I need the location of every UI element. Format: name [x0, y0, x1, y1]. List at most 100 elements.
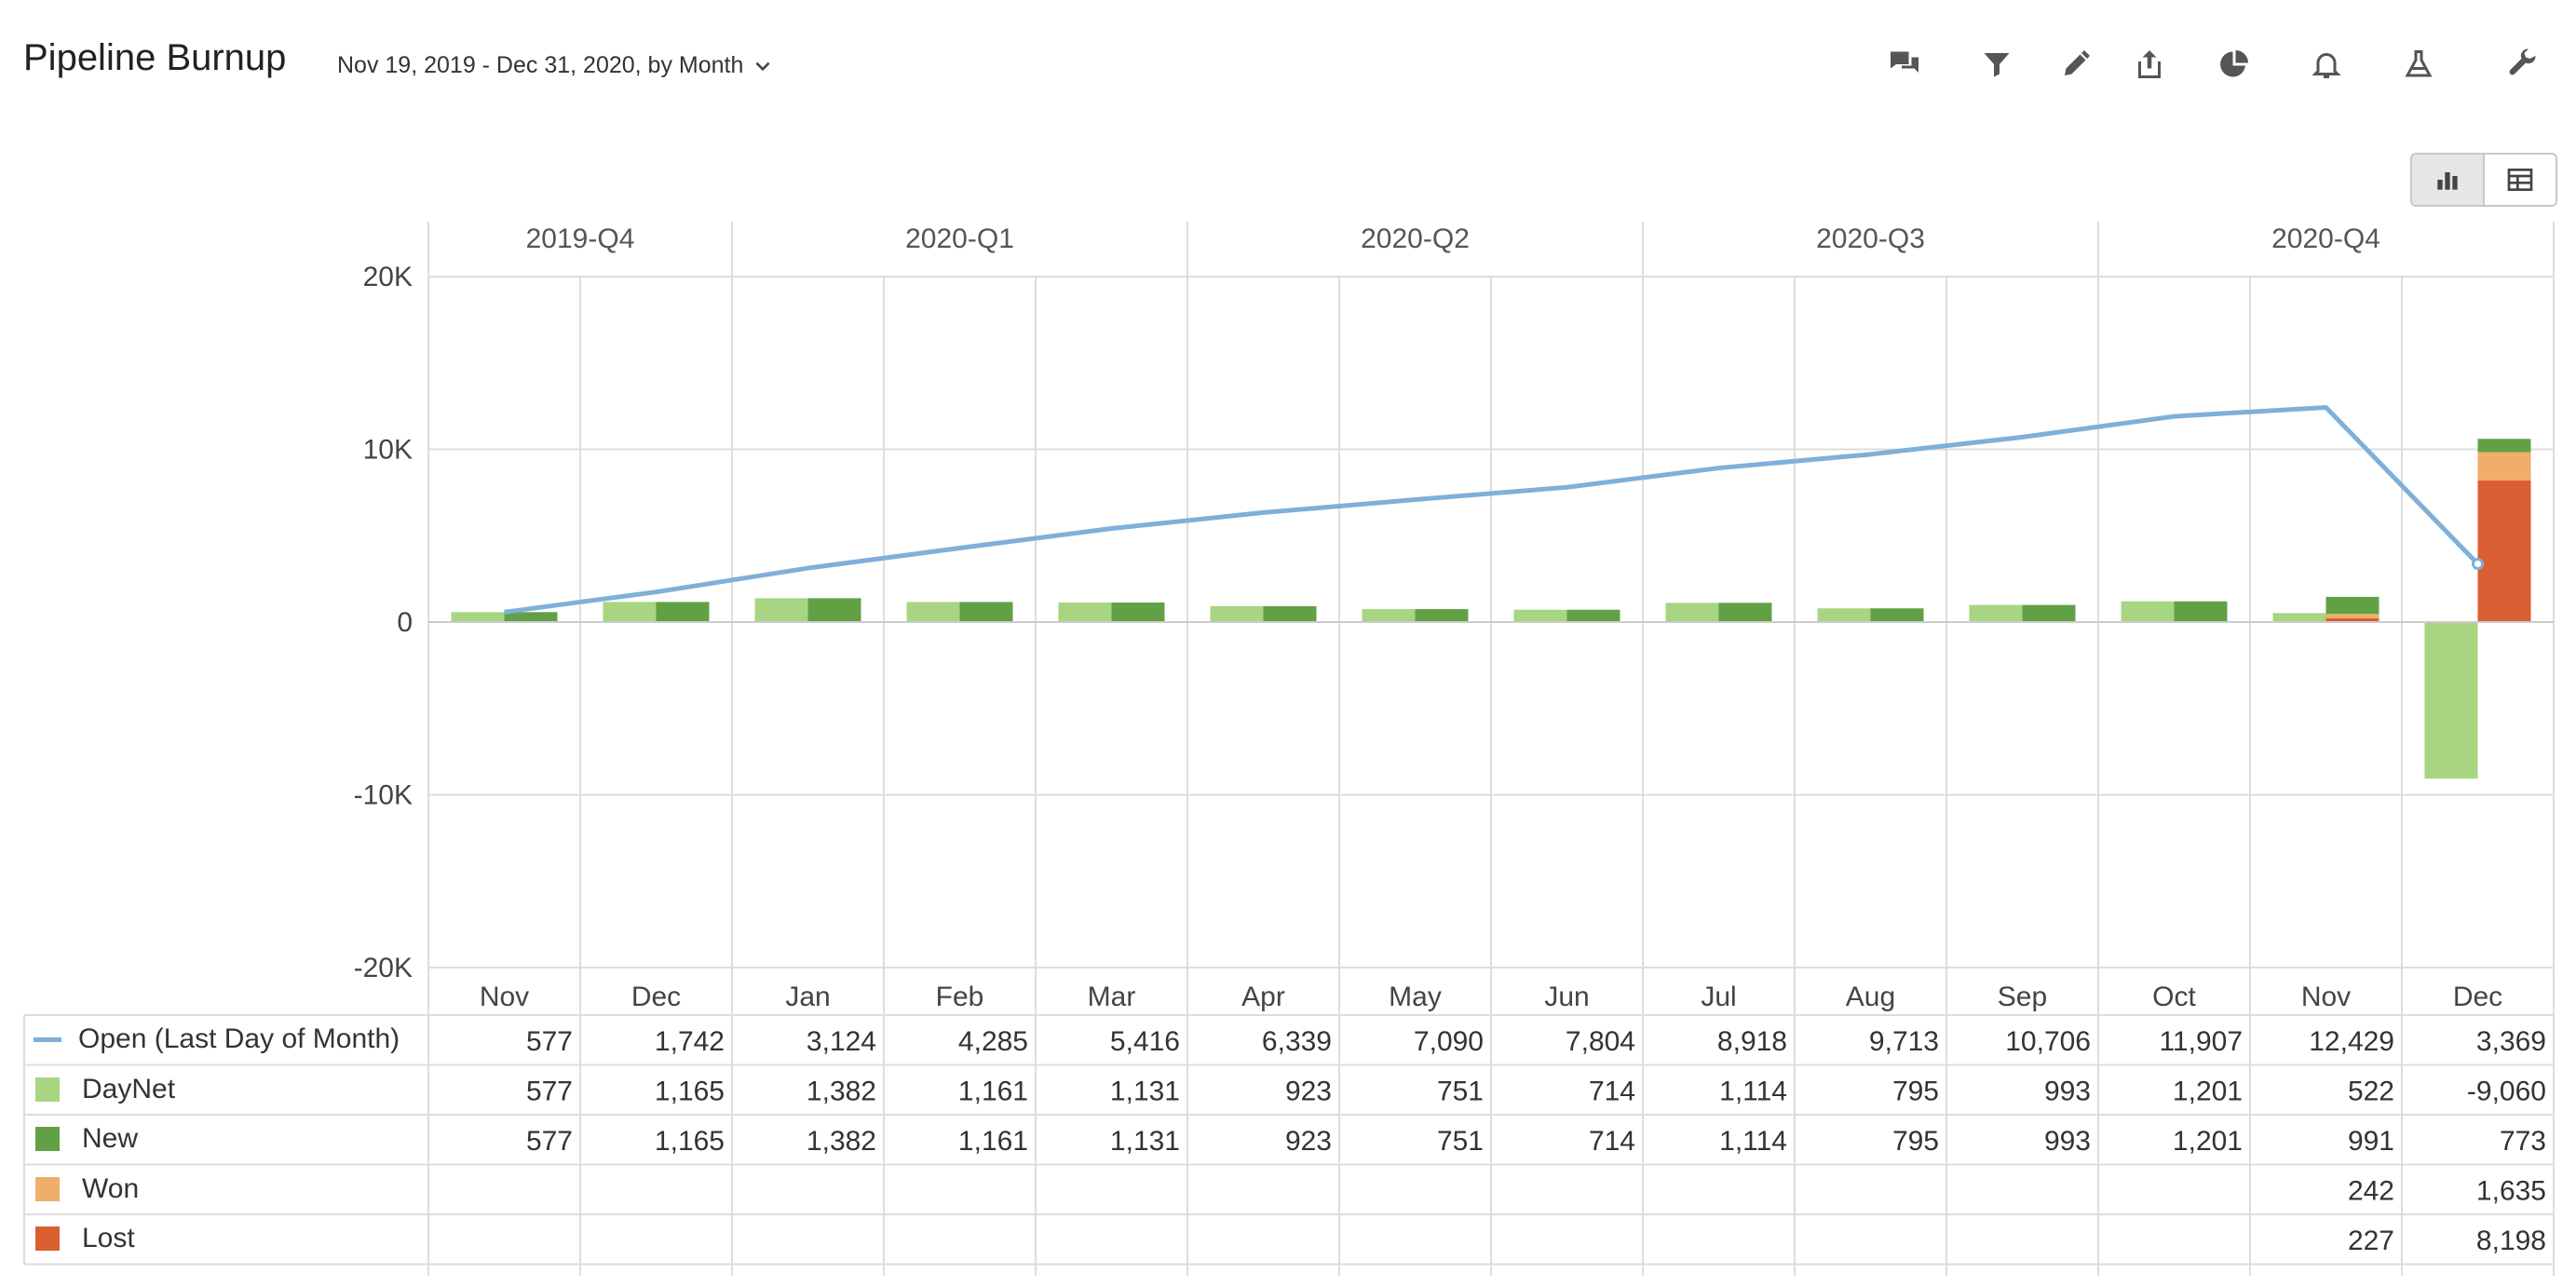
daynet-bar — [754, 598, 808, 622]
x-tick-label: Oct — [2152, 982, 2196, 1012]
daynet-bar — [1362, 609, 1416, 622]
y-tick-label: 10K — [363, 435, 413, 466]
chevron-down-icon — [755, 61, 770, 71]
table-cell: 3,369 — [2476, 1026, 2546, 1057]
daynet-bar — [2272, 613, 2326, 622]
daynet-bar — [2121, 601, 2175, 622]
y-tick-label: -10K — [354, 780, 413, 811]
lost-bar — [2325, 617, 2379, 622]
table-cell: 8,198 — [2476, 1226, 2546, 1256]
wrench-icon[interactable] — [2500, 41, 2546, 88]
table-cell: 1,131 — [1110, 1077, 1180, 1107]
daynet-bar — [1513, 609, 1567, 622]
new-bar — [504, 612, 558, 622]
x-tick-label: Sep — [1998, 982, 2047, 1012]
table-cell: 795 — [1892, 1126, 1939, 1157]
table-cell: 1,161 — [958, 1077, 1028, 1107]
share-icon[interactable] — [2126, 41, 2173, 88]
new-bar — [2325, 596, 2379, 615]
daynet-bar — [451, 612, 505, 622]
bar-chart-icon — [2437, 172, 2458, 190]
legend-swatch — [34, 1036, 61, 1042]
pie-chart-icon[interactable] — [2211, 41, 2257, 88]
table-cell: 1,742 — [655, 1026, 725, 1057]
date-range-label: Nov 19, 2019 - Dec 31, 2020, by Month — [337, 52, 744, 78]
table-cell: 577 — [526, 1077, 573, 1107]
quarter-label: 2020-Q4 — [2271, 224, 2380, 254]
x-tick-label: Jun — [1544, 982, 1589, 1012]
comments-icon[interactable] — [1881, 41, 1928, 88]
legend-swatch — [35, 1176, 60, 1201]
x-tick-label: Jan — [785, 982, 830, 1012]
legend-row[interactable]: Lost — [24, 1214, 425, 1263]
table-cell: 577 — [526, 1126, 573, 1157]
new-bar — [1718, 603, 1772, 622]
x-tick-label: Dec — [2453, 982, 2502, 1012]
x-tick-label: Jul — [1701, 982, 1736, 1012]
legend-row[interactable]: DayNet — [24, 1065, 425, 1114]
x-tick-label: Feb — [936, 982, 984, 1012]
legend-row[interactable]: New — [24, 1115, 425, 1163]
x-tick-label: Aug — [1846, 982, 1895, 1012]
legend-row[interactable]: Open (Last Day of Month) — [24, 1015, 425, 1063]
table-cell: 3,124 — [807, 1026, 876, 1057]
y-tick-label: 20K — [363, 262, 413, 292]
quarter-label: 2020-Q1 — [905, 224, 1014, 254]
table-cell: 1,201 — [2173, 1126, 2243, 1157]
table-cell: 577 — [526, 1026, 573, 1057]
table-view-button[interactable] — [2485, 155, 2556, 205]
table-cell: 1,161 — [958, 1126, 1028, 1157]
table-cell: 1,114 — [1719, 1126, 1787, 1157]
lost-bar — [2477, 480, 2531, 622]
new-bar — [1263, 605, 1317, 622]
quarter-label: 2020-Q2 — [1361, 224, 1470, 254]
open-series-point-end — [2472, 558, 2484, 571]
daynet-bar — [603, 602, 657, 622]
quarter-label: 2020-Q3 — [1816, 224, 1925, 254]
table-cell: 923 — [1285, 1077, 1332, 1107]
legend-swatch — [35, 1077, 60, 1102]
table-cell: 1,165 — [655, 1126, 725, 1157]
daynet-bar — [1969, 604, 2023, 622]
daynet-bar — [1665, 603, 1719, 622]
new-bar — [2174, 601, 2228, 622]
legend-label: Open (Last Day of Month) — [78, 1023, 400, 1054]
table-icon — [2507, 169, 2533, 191]
chart-view-button[interactable] — [2412, 155, 2485, 205]
legend-label: Lost — [82, 1223, 135, 1253]
table-cell: 993 — [2044, 1126, 2091, 1157]
new-bar — [807, 598, 861, 622]
y-tick-label: 0 — [397, 607, 413, 638]
table-cell: 1,635 — [2476, 1176, 2546, 1207]
table-cell: 11,907 — [2159, 1026, 2243, 1057]
won-bar — [2325, 614, 2379, 618]
bell-icon[interactable] — [2303, 41, 2350, 88]
x-tick-label: Dec — [631, 982, 681, 1012]
table-cell: 10,706 — [2005, 1026, 2091, 1057]
won-bar — [2477, 452, 2531, 481]
flask-icon[interactable] — [2395, 41, 2442, 88]
legend-label: New — [82, 1123, 139, 1154]
table-cell: 993 — [2044, 1077, 2091, 1107]
legend-label: Won — [82, 1172, 140, 1204]
x-tick-label: Nov — [480, 982, 529, 1012]
table-cell: 1,201 — [2173, 1077, 2243, 1107]
x-tick-label: Apr — [1241, 982, 1285, 1012]
table-cell: 242 — [2348, 1176, 2394, 1207]
table-cell: 1,382 — [807, 1077, 876, 1107]
filter-icon[interactable] — [1973, 41, 2020, 88]
new-bar — [2477, 439, 2531, 453]
table-cell: 12,429 — [2309, 1026, 2394, 1057]
daynet-bar — [1210, 605, 1264, 622]
new-bar — [1870, 608, 1924, 622]
daynet-bar — [2424, 622, 2478, 779]
edit-icon[interactable] — [2053, 41, 2099, 88]
table-cell: 773 — [2500, 1126, 2546, 1157]
legend-row[interactable]: Won — [24, 1165, 425, 1213]
table-cell: 923 — [1285, 1126, 1332, 1157]
table-cell: 714 — [1589, 1077, 1635, 1107]
date-range-selector[interactable]: Nov 19, 2019 - Dec 31, 2020, by Month — [337, 52, 773, 79]
table-cell: 9,713 — [1869, 1026, 1939, 1057]
table-cell: 7,090 — [1414, 1026, 1484, 1057]
